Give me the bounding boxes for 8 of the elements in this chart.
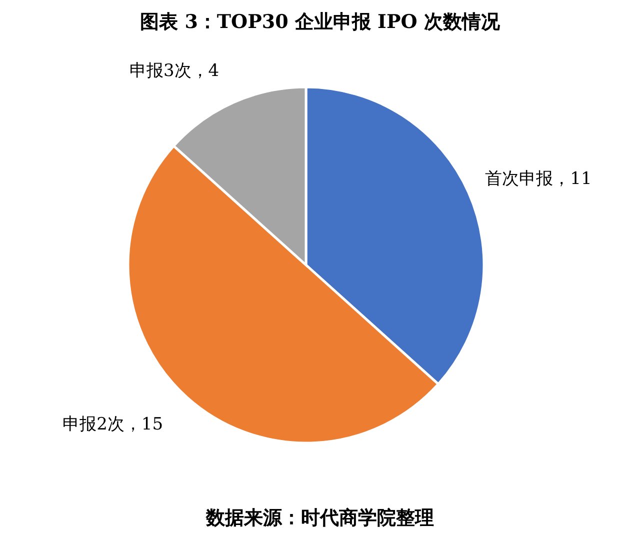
slice-label: 首次申报 xyxy=(485,169,554,190)
slice-label: 申报3次 xyxy=(129,60,192,81)
data-label: ，15 xyxy=(124,414,164,435)
source-note: 数据来源：时代商学院整理 xyxy=(205,507,434,529)
data-label: ，11 xyxy=(553,169,592,190)
chart-title: 图表 3：TOP30 企业申报 IPO 次数情况 xyxy=(140,11,501,33)
data-label: ，4 xyxy=(191,60,220,81)
slice-label: 申报2次 xyxy=(62,414,124,435)
